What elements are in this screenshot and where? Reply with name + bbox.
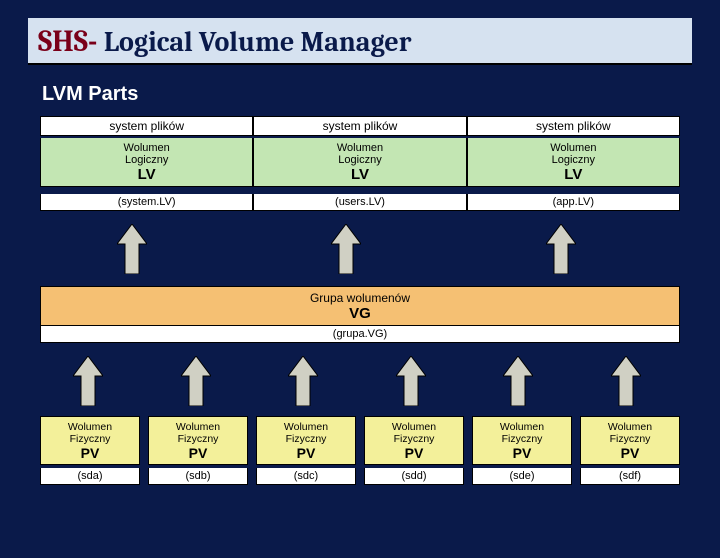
arrow-up-icon	[117, 224, 147, 274]
vg-name: (grupa.VG)	[40, 326, 680, 343]
lv-name: (users.LV)	[253, 194, 466, 211]
arrow-up-icon	[73, 356, 103, 406]
pv-label-2: Fizyczny	[365, 434, 463, 446]
pv-cell: Wolumen Fizyczny PV	[364, 416, 464, 465]
lv-label-1: Wolumen	[468, 142, 679, 154]
pv-big: PV	[365, 445, 463, 461]
arrow-up-icon	[611, 356, 641, 406]
pv-label-2: Fizyczny	[257, 434, 355, 446]
pv-label-2: Fizyczny	[581, 434, 679, 446]
pv-name: (sda)	[40, 468, 140, 485]
vg-big: VG	[41, 305, 679, 322]
slide-title: SHS- Logical Volume Manager	[28, 18, 692, 65]
vg-label: Grupa wolumenów	[41, 291, 679, 305]
pv-name: (sdd)	[364, 468, 464, 485]
lv-label-1: Wolumen	[254, 142, 465, 154]
lvm-diagram: system plików system plików system plikó…	[40, 116, 680, 506]
fs-cell: system plików	[467, 116, 680, 136]
pv-row: Wolumen Fizyczny PV Wolumen Fizyczny PV …	[40, 416, 680, 465]
arrow-up-icon	[331, 224, 361, 274]
lv-name: (system.LV)	[40, 194, 253, 211]
pv-cell: Wolumen Fizyczny PV	[580, 416, 680, 465]
pv-name-row: (sda) (sdb) (sdc) (sdd) (sde) (sdf)	[40, 468, 680, 485]
lv-cell: Wolumen Logiczny LV	[467, 138, 680, 187]
title-main: Logical Volume Manager	[104, 26, 412, 58]
arrow-up-icon	[181, 356, 211, 406]
pv-label-2: Fizyczny	[41, 434, 139, 446]
lv-big: LV	[41, 166, 252, 183]
lv-label-1: Wolumen	[41, 142, 252, 154]
pv-name: (sdc)	[256, 468, 356, 485]
pv-label-1: Wolumen	[365, 422, 463, 434]
pv-label-2: Fizyczny	[473, 434, 571, 446]
pv-big: PV	[257, 445, 355, 461]
pv-name: (sdf)	[580, 468, 680, 485]
lv-cell: Wolumen Logiczny LV	[40, 138, 253, 187]
arrow-up-icon	[288, 356, 318, 406]
pv-cell: Wolumen Fizyczny PV	[472, 416, 572, 465]
pv-cell: Wolumen Fizyczny PV	[256, 416, 356, 465]
lv-label-2: Logiczny	[41, 154, 252, 166]
pv-big: PV	[581, 445, 679, 461]
pv-label-1: Wolumen	[581, 422, 679, 434]
pv-big: PV	[149, 445, 247, 461]
lv-row: Wolumen Logiczny LV Wolumen Logiczny LV …	[40, 138, 680, 187]
lv-big: LV	[254, 166, 465, 183]
pv-label-1: Wolumen	[149, 422, 247, 434]
lv-name: (app.LV)	[467, 194, 680, 211]
arrow-up-icon	[503, 356, 533, 406]
pv-label-1: Wolumen	[473, 422, 571, 434]
filesystem-row: system plików system plików system plikó…	[40, 116, 680, 136]
slide-subtitle: LVM Parts	[42, 83, 720, 106]
pv-name: (sdb)	[148, 468, 248, 485]
fs-cell: system plików	[40, 116, 253, 136]
pv-name: (sde)	[472, 468, 572, 485]
arrow-up-icon	[396, 356, 426, 406]
pv-label-1: Wolumen	[41, 422, 139, 434]
lv-label-2: Logiczny	[468, 154, 679, 166]
vg-box: Grupa wolumenów VG	[40, 286, 680, 326]
pv-label-1: Wolumen	[257, 422, 355, 434]
title-prefix: SHS-	[38, 24, 104, 59]
lv-big: LV	[468, 166, 679, 183]
pv-cell: Wolumen Fizyczny PV	[40, 416, 140, 465]
pv-cell: Wolumen Fizyczny PV	[148, 416, 248, 465]
pv-label-2: Fizyczny	[149, 434, 247, 446]
arrow-up-icon	[546, 224, 576, 274]
lv-cell: Wolumen Logiczny LV	[253, 138, 466, 187]
pv-big: PV	[473, 445, 571, 461]
lv-name-row: (system.LV) (users.LV) (app.LV)	[40, 194, 680, 211]
lv-label-2: Logiczny	[254, 154, 465, 166]
fs-cell: system plików	[253, 116, 466, 136]
pv-big: PV	[41, 445, 139, 461]
